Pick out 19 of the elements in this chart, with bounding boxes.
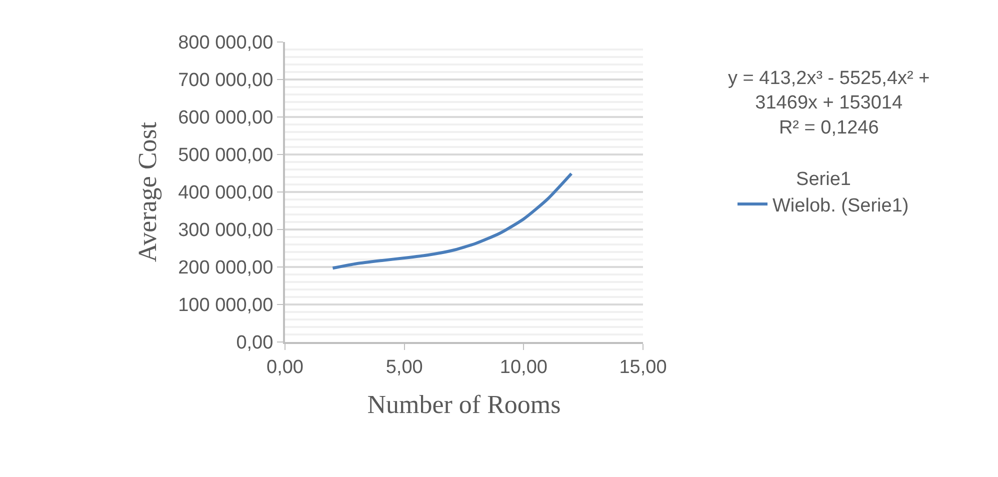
- y-tick-label: 200 000,00: [178, 258, 274, 279]
- x-tick-label: 10,00: [500, 356, 548, 378]
- x-tick-label: 0,00: [266, 356, 304, 378]
- text: y = 413,2x³ - 5525,4x² + 31469x + 153014 R² = 0,1246: [728, 68, 930, 138]
- legend-label: Wielob. (Serie1): [772, 195, 909, 216]
- y-tick-label: 800 000,00: [178, 32, 274, 54]
- line-series: [331, 172, 573, 270]
- y-axis-title: Average Cost: [133, 121, 162, 262]
- x-axis-title: Number of Rooms: [367, 390, 561, 419]
- y-tick-label: 500 000,00: [178, 145, 274, 166]
- y-tick-label: 400 000,00: [178, 182, 274, 204]
- x-tick-label: 5,00: [386, 356, 423, 378]
- y-tick-label: 100 000,00: [178, 295, 274, 316]
- y-tick-label: 600 000,00: [178, 108, 274, 129]
- y-tick-label: 0,00: [236, 332, 274, 354]
- y-tick-label: 700 000,00: [178, 70, 274, 92]
- legend-title: Serie1: [796, 169, 851, 190]
- x-tick-label: 15,00: [619, 356, 667, 378]
- y-tick-label: 300 000,00: [178, 220, 274, 242]
